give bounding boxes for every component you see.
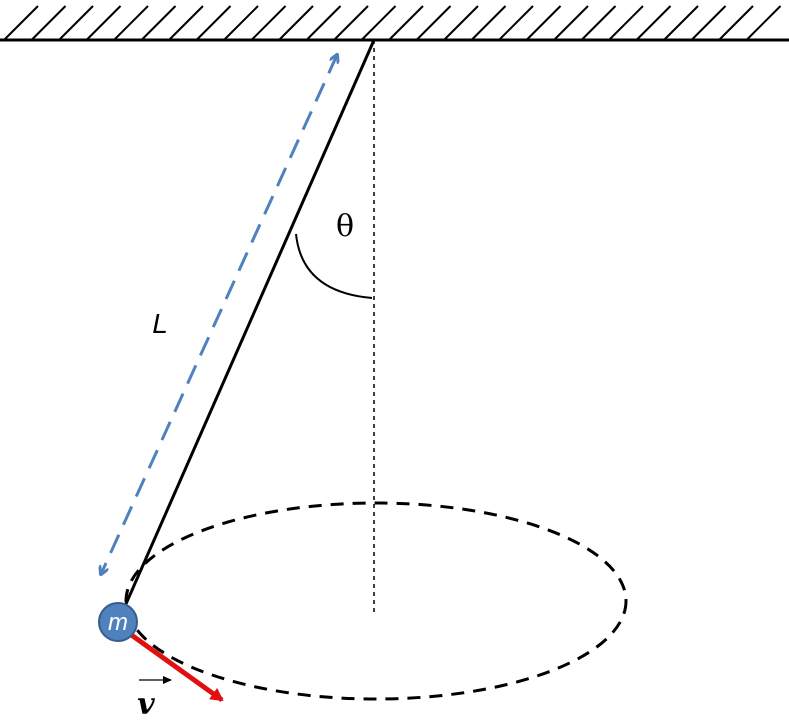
hatch-line (168, 5, 204, 41)
hatch-line (470, 5, 507, 41)
hatch-line (415, 5, 452, 41)
hatch-line (85, 5, 122, 41)
hatch-line (690, 5, 727, 41)
length-label: L (152, 308, 168, 339)
angle-arc (295, 233, 373, 299)
hatch-line (553, 5, 589, 41)
mass-label: m (108, 609, 128, 636)
hatch-line (278, 5, 314, 41)
hatch-line (305, 5, 342, 41)
hatch-line (3, 5, 39, 41)
hatch-line (635, 5, 672, 41)
velocity-arrow (128, 631, 224, 703)
pendulum-bob: m (98, 602, 138, 642)
hatch-line (360, 5, 397, 41)
hatch-line (525, 5, 562, 41)
hatch-line (608, 5, 644, 41)
hatch-line (113, 5, 149, 41)
ceiling-hatching (3, 5, 782, 41)
hatch-line (498, 5, 534, 41)
hatch-line (333, 5, 369, 41)
hatch-line (30, 5, 67, 41)
hatch-line (58, 5, 94, 41)
hatch-line (443, 5, 479, 41)
hatch-line (718, 5, 754, 41)
bob-circle (98, 602, 138, 642)
hatch-line (140, 5, 177, 41)
velocity-label-group: v (137, 676, 172, 722)
length-arrow (101, 55, 337, 574)
ceiling (0, 5, 789, 42)
circular-path (124, 501, 628, 701)
hatch-line (580, 5, 617, 41)
hatch-line (388, 5, 424, 41)
angle-label: θ (336, 209, 354, 244)
hatch-line (223, 5, 259, 41)
velocity-label: v (137, 687, 155, 722)
hatch-line (745, 5, 782, 41)
hatch-line (195, 5, 232, 41)
hatch-line (663, 5, 699, 41)
hatch-line (250, 5, 287, 41)
